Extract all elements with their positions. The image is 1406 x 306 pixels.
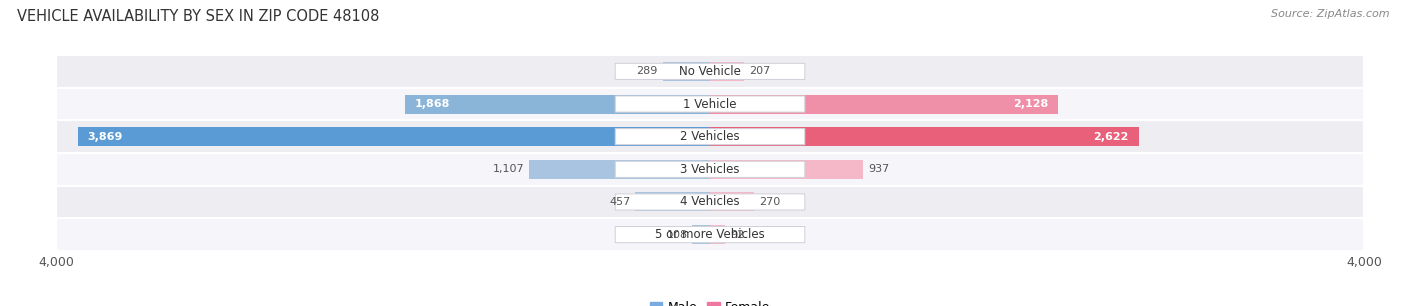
- Bar: [56, 218, 1364, 251]
- Bar: [710, 160, 863, 179]
- Text: Source: ZipAtlas.com: Source: ZipAtlas.com: [1271, 9, 1389, 19]
- FancyBboxPatch shape: [616, 129, 804, 145]
- Text: 1,868: 1,868: [415, 99, 450, 109]
- FancyBboxPatch shape: [616, 63, 804, 80]
- Text: 4 Vehicles: 4 Vehicles: [681, 196, 740, 208]
- FancyBboxPatch shape: [616, 161, 804, 177]
- Bar: [405, 95, 710, 114]
- FancyBboxPatch shape: [616, 194, 804, 210]
- Text: 2,128: 2,128: [1012, 99, 1047, 109]
- Bar: [710, 95, 1057, 114]
- FancyBboxPatch shape: [616, 96, 804, 112]
- Bar: [636, 192, 710, 211]
- Text: 2,622: 2,622: [1094, 132, 1129, 142]
- Bar: [529, 160, 710, 179]
- Text: VEHICLE AVAILABILITY BY SEX IN ZIP CODE 48108: VEHICLE AVAILABILITY BY SEX IN ZIP CODE …: [17, 9, 380, 24]
- Text: 92: 92: [730, 230, 744, 240]
- Text: 3,869: 3,869: [87, 132, 122, 142]
- FancyBboxPatch shape: [616, 226, 804, 243]
- Text: 207: 207: [749, 66, 770, 76]
- Text: No Vehicle: No Vehicle: [679, 65, 741, 78]
- Bar: [56, 186, 1364, 218]
- Text: 3 Vehicles: 3 Vehicles: [681, 163, 740, 176]
- Bar: [56, 120, 1364, 153]
- Bar: [710, 127, 1139, 146]
- Text: 289: 289: [637, 66, 658, 76]
- Text: 937: 937: [868, 164, 890, 174]
- Bar: [692, 225, 710, 244]
- Bar: [662, 62, 710, 81]
- Bar: [710, 62, 744, 81]
- Text: 1 Vehicle: 1 Vehicle: [683, 98, 737, 110]
- Bar: [56, 55, 1364, 88]
- Bar: [710, 225, 725, 244]
- Bar: [56, 153, 1364, 186]
- Text: 108: 108: [666, 230, 688, 240]
- Bar: [77, 127, 710, 146]
- Text: 2 Vehicles: 2 Vehicles: [681, 130, 740, 143]
- Text: 457: 457: [609, 197, 630, 207]
- Legend: Male, Female: Male, Female: [645, 296, 775, 306]
- Bar: [56, 88, 1364, 120]
- Text: 1,107: 1,107: [492, 164, 524, 174]
- Text: 5 or more Vehicles: 5 or more Vehicles: [655, 228, 765, 241]
- Bar: [710, 192, 754, 211]
- Text: 270: 270: [759, 197, 780, 207]
